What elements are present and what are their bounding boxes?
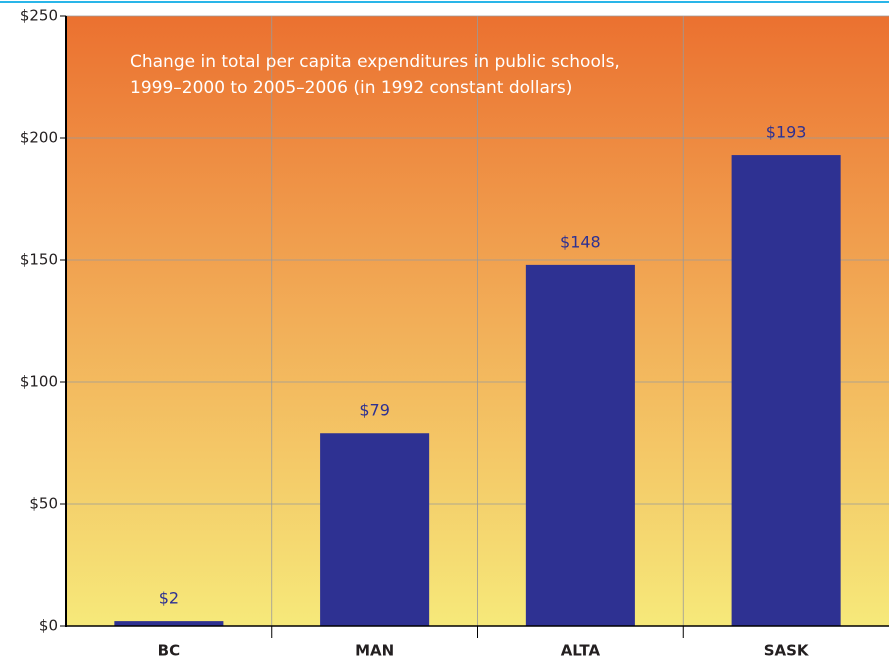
data-label: $79: [359, 401, 390, 420]
y-tick-label: $50: [29, 495, 58, 513]
bar: [731, 155, 841, 626]
x-tick-label: SASK: [764, 642, 810, 660]
bar: [320, 433, 430, 626]
data-label: $193: [766, 123, 807, 142]
y-tick-label: $100: [20, 373, 58, 391]
x-tick-label: ALTA: [561, 642, 601, 660]
y-tick-label: $200: [20, 129, 58, 147]
x-tick-label: MAN: [355, 642, 394, 660]
bar: [525, 264, 635, 626]
y-tick-label: $150: [20, 251, 58, 269]
data-label: $148: [560, 232, 601, 251]
x-tick-label: BC: [158, 642, 180, 660]
y-tick-label: $250: [20, 7, 58, 25]
bar: [114, 621, 224, 626]
data-label: $2: [159, 589, 179, 608]
chart-title: 1999–2000 to 2005–2006 (in 1992 constant…: [130, 78, 572, 98]
chart-title: Change in total per capita expenditures …: [130, 52, 620, 72]
y-tick-label: $0: [39, 617, 58, 635]
